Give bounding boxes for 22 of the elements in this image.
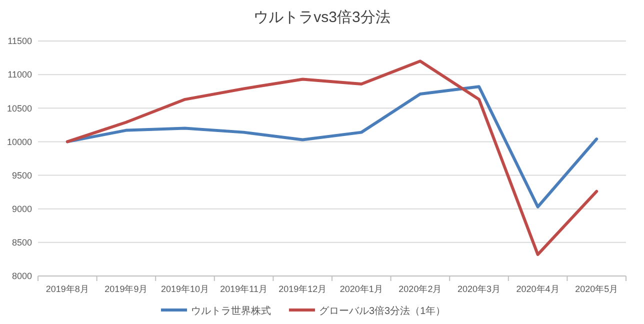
chart-title: ウルトラvs3倍3分法 [254, 9, 390, 26]
x-tick-label: 2020年2月 [398, 284, 442, 294]
y-tick-label: 8000 [12, 271, 32, 282]
y-tick-label: 9500 [12, 170, 32, 180]
x-tick-label: 2019年10月 [160, 284, 210, 294]
x-tick-label: 2019年9月 [104, 284, 148, 294]
x-tick-label: 2020年5月 [575, 284, 618, 294]
y-tick-label: 11000 [8, 70, 32, 80]
line-series [66, 60, 598, 256]
y-tick-label: 8500 [12, 238, 32, 248]
legend-label: グローバル3倍3分法（1年） [319, 305, 446, 317]
x-tick-label: 2019年11月 [220, 284, 268, 294]
y-tick-label: 10000 [6, 136, 32, 147]
x-tick-label: 2019年8月 [46, 284, 89, 294]
x-tick-label: 2020年1月 [340, 284, 383, 294]
y-tick-label: 10500 [6, 103, 32, 114]
legend-label: ウルトラ世界株式 [191, 305, 271, 317]
x-tick-label: 2019年12月 [278, 284, 327, 294]
y-tick-label: 9000 [12, 204, 32, 214]
x-tick-label: 2020年3月 [457, 284, 501, 294]
y-tick-label: 11500 [8, 36, 32, 46]
x-tick-label: 2020年4月 [516, 284, 560, 294]
